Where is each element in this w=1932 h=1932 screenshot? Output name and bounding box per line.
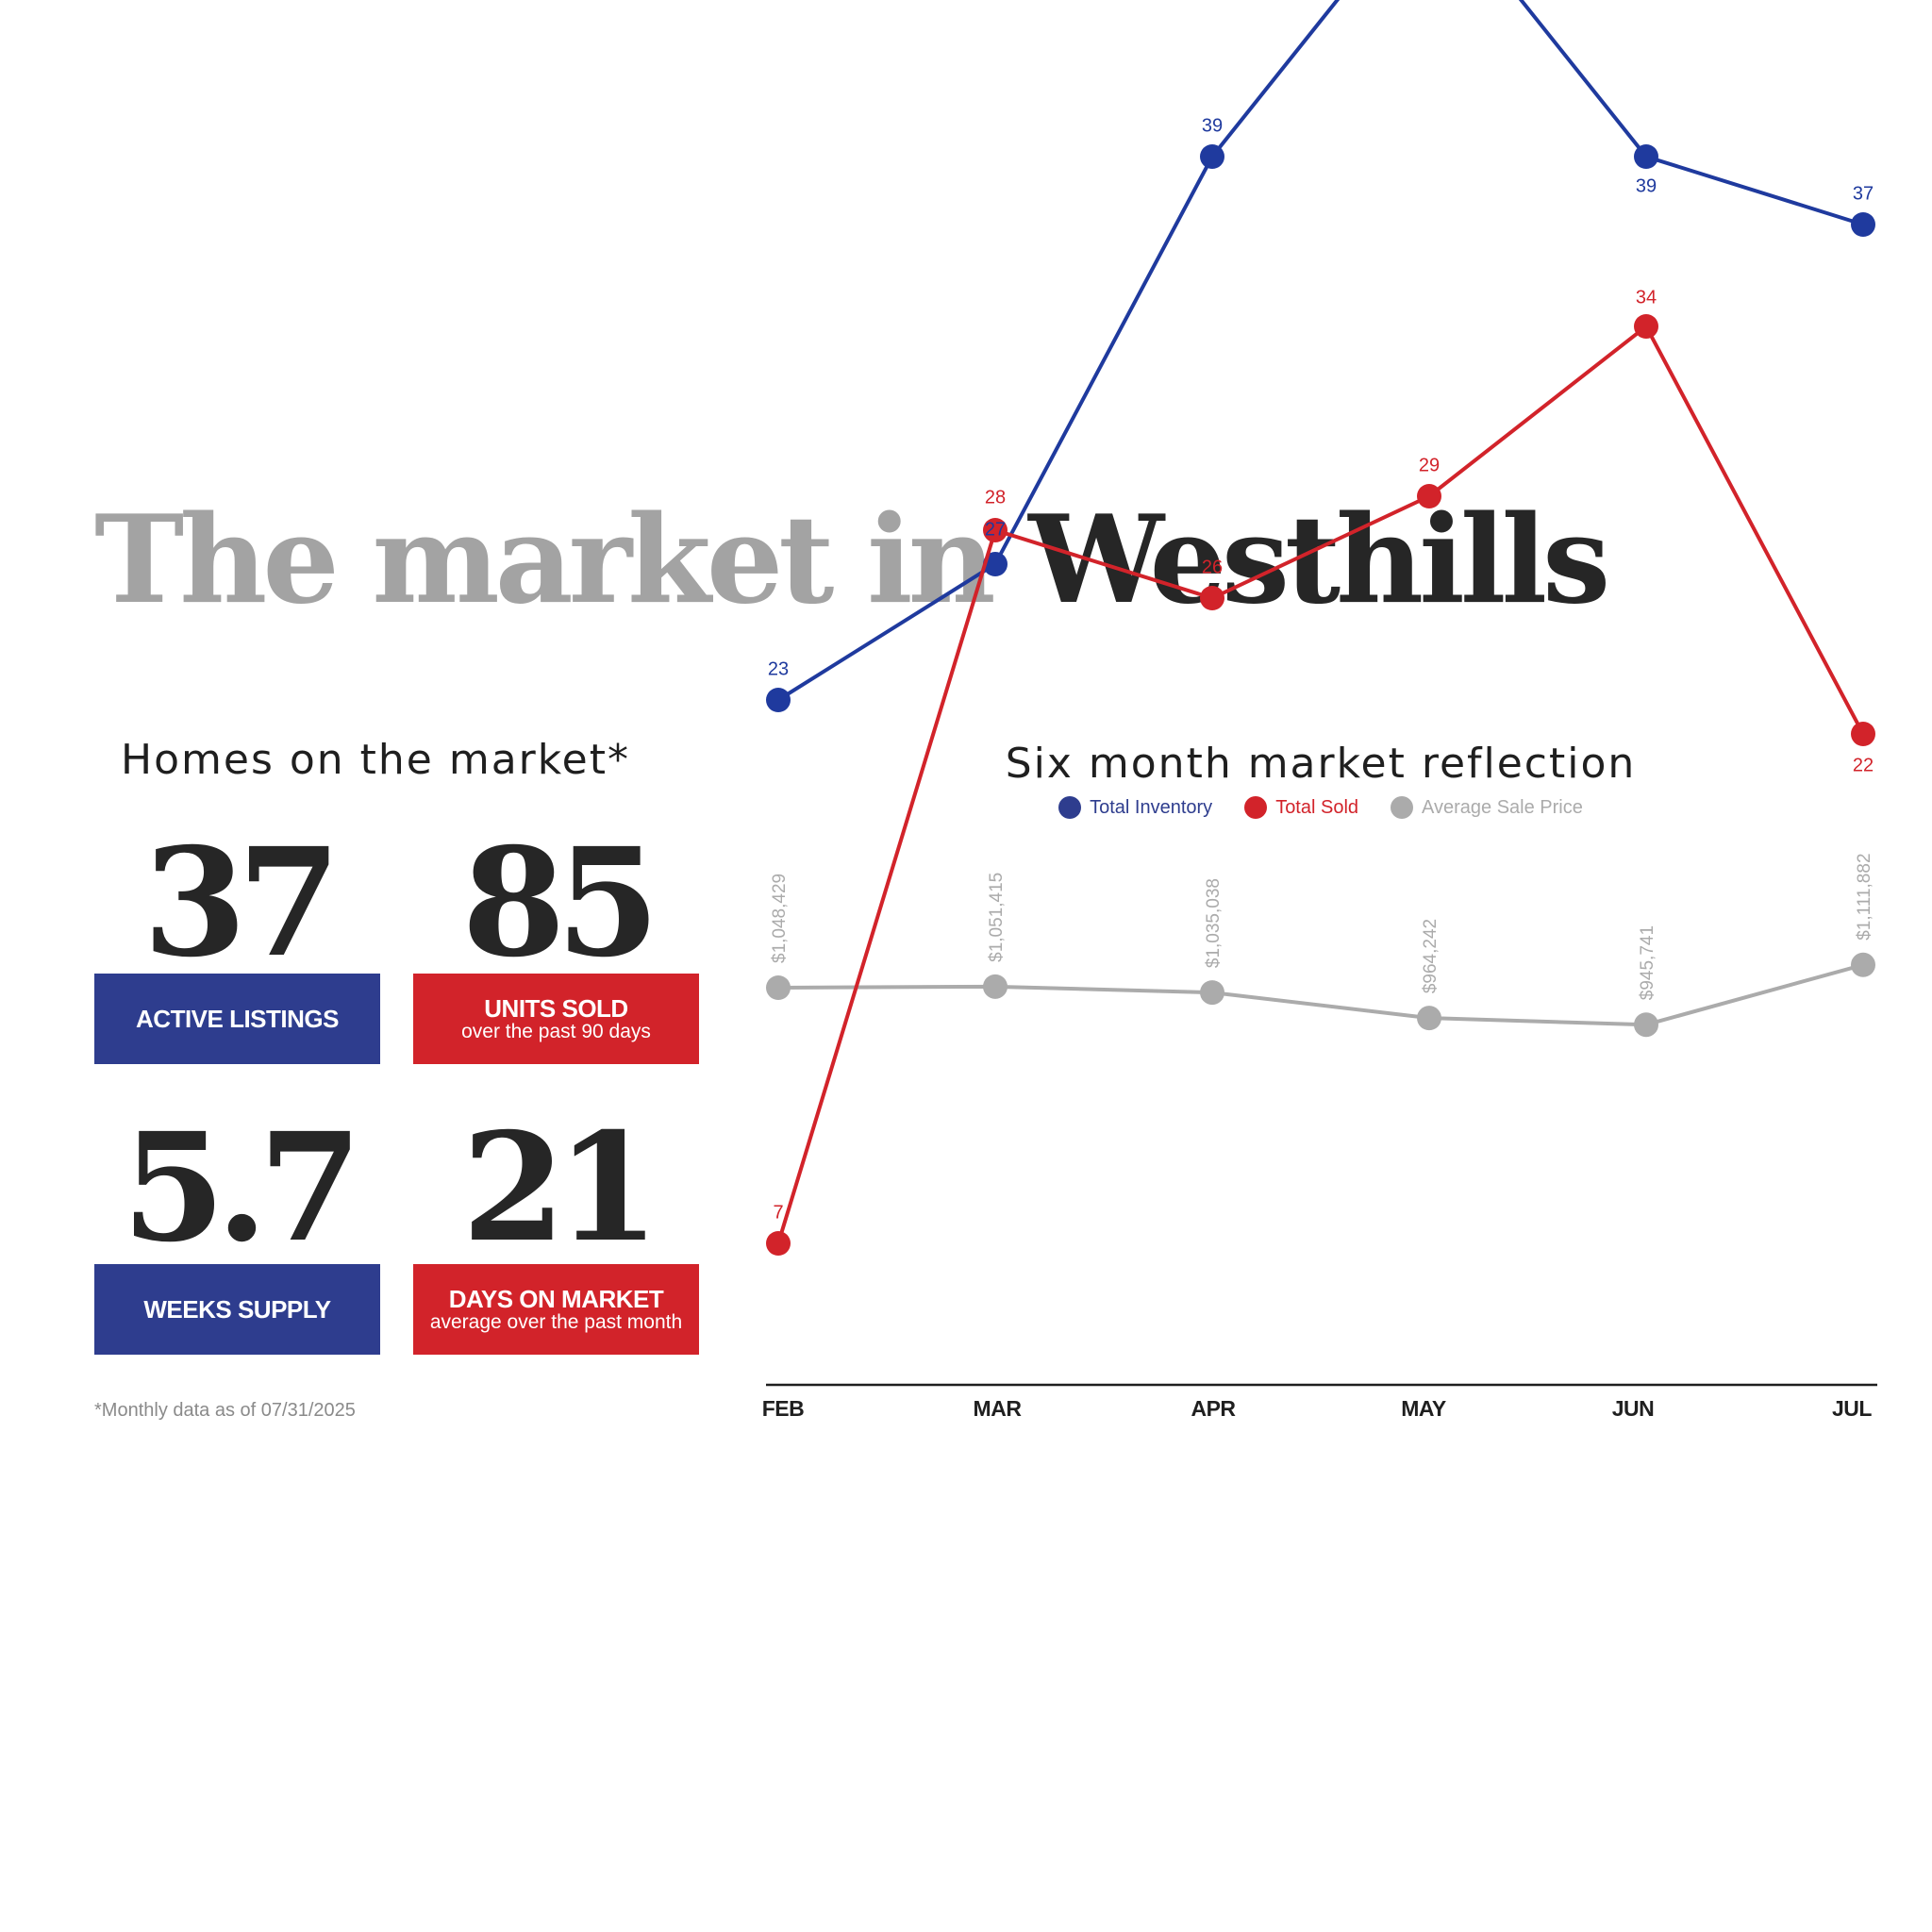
series-0-point-mar [983,552,1008,576]
homes-section-title: Homes on the market* [121,736,630,784]
series-1-point-may [1417,484,1441,508]
chart-title: Six month market reflection [1005,740,1637,788]
series-0-value-label: 27 [985,519,1006,540]
series-line-1 [776,323,1865,1244]
series-2-point-feb [766,975,791,1000]
legend-label-sold: Total Sold [1275,796,1359,818]
series-2-point-mar [983,974,1008,999]
series-1-point-jun [1634,314,1658,339]
series-0-value-label: 23 [768,658,789,679]
headline-place: Westhills [1028,490,1610,631]
series-0-value-label: 39 [1202,115,1223,136]
series-line-0 [776,0,1864,702]
legend-label-price: Average Sale Price [1422,796,1583,818]
series-2-point-apr [1200,980,1224,1006]
series-1-value-label: 29 [1419,455,1440,475]
series-0-point-jun [1634,144,1658,169]
x-tick-label-mar: MAR [973,1396,1022,1421]
series-0-point-apr [1200,144,1224,169]
active-listings-value: 37 [142,816,341,991]
days-on-market-label-box: DAYS ON MARKET average over the past mon… [413,1264,699,1355]
active-listings-label: ACTIVE LISTINGS [136,1005,339,1033]
series-1-point-apr [1200,586,1224,610]
units-sold-label: UNITS SOLD [484,994,628,1023]
series-1-point-mar [983,518,1008,542]
units-sold-value: 85 [461,816,660,991]
days-on-market-label: DAYS ON MARKET [448,1285,664,1313]
legend-marker-sold [1244,796,1268,819]
price-value-label: $964,242 [1421,919,1441,993]
price-value-label: $1,035,038 [1204,878,1224,968]
units-sold-sublabel: over the past 90 days [461,1021,651,1042]
x-tick-label-apr: APR [1191,1396,1236,1421]
price-value-label: $1,111,882 [1855,853,1874,940]
series-2-point-jun [1634,1012,1658,1038]
x-tick-label-feb: FEB [761,1396,805,1421]
units-sold-label-box: UNITS SOLD over the past 90 days [413,974,699,1064]
x-tick-label-jul: JUL [1832,1396,1872,1421]
weeks-supply-label-box: WEEKS SUPPLY [94,1264,380,1355]
series-0-point-feb [766,688,791,712]
series-1-value-label: 26 [1202,557,1223,577]
chart-legend: Total Inventory Total Sold Average Sale … [981,791,1660,824]
series-0-value-label: 39 [1636,175,1657,196]
data-footnote: *Monthly data as of 07/31/2025 [94,1400,356,1421]
legend-item-total-sold: Total Sold [1244,796,1358,819]
page-headline: The market in Westhills [94,500,1610,621]
series-2-point-jul [1851,952,1875,977]
x-tick-label-jun: JUN [1611,1396,1655,1421]
series-1-value-label: 7 [773,1202,783,1223]
legend-marker-price [1391,796,1414,819]
active-listings-label-box: ACTIVE LISTINGS [94,974,380,1064]
x-tick-label-may: MAY [1401,1396,1446,1421]
price-value-label: $1,048,429 [770,874,790,963]
series-2-point-may [1417,1006,1441,1031]
price-value-label: $1,051,415 [987,873,1007,962]
days-on-market-value: 21 [461,1101,660,1275]
series-1-value-label: 28 [985,487,1006,508]
headline-prefix: The market in [94,490,1029,631]
legend-item-average-sale-price: Average Sale Price [1391,796,1583,819]
legend-label-inventory: Total Inventory [1090,796,1213,818]
series-1-value-label: 22 [1853,755,1874,775]
price-value-label: $945,741 [1638,925,1657,1000]
series-1-value-label: 34 [1636,287,1657,308]
series-1-point-feb [766,1231,791,1256]
series-line-2 [777,962,1864,1027]
weeks-supply-label: WEEKS SUPPLY [143,1295,331,1324]
series-1-point-jul [1851,722,1875,746]
weeks-supply-value: 5.7 [122,1101,362,1275]
series-0-point-jul [1851,212,1875,237]
legend-item-total-inventory: Total Inventory [1058,796,1212,819]
legend-marker-inventory [1058,796,1082,819]
days-on-market-sublabel: average over the past month [429,1311,683,1333]
series-0-value-label: 37 [1853,183,1874,204]
